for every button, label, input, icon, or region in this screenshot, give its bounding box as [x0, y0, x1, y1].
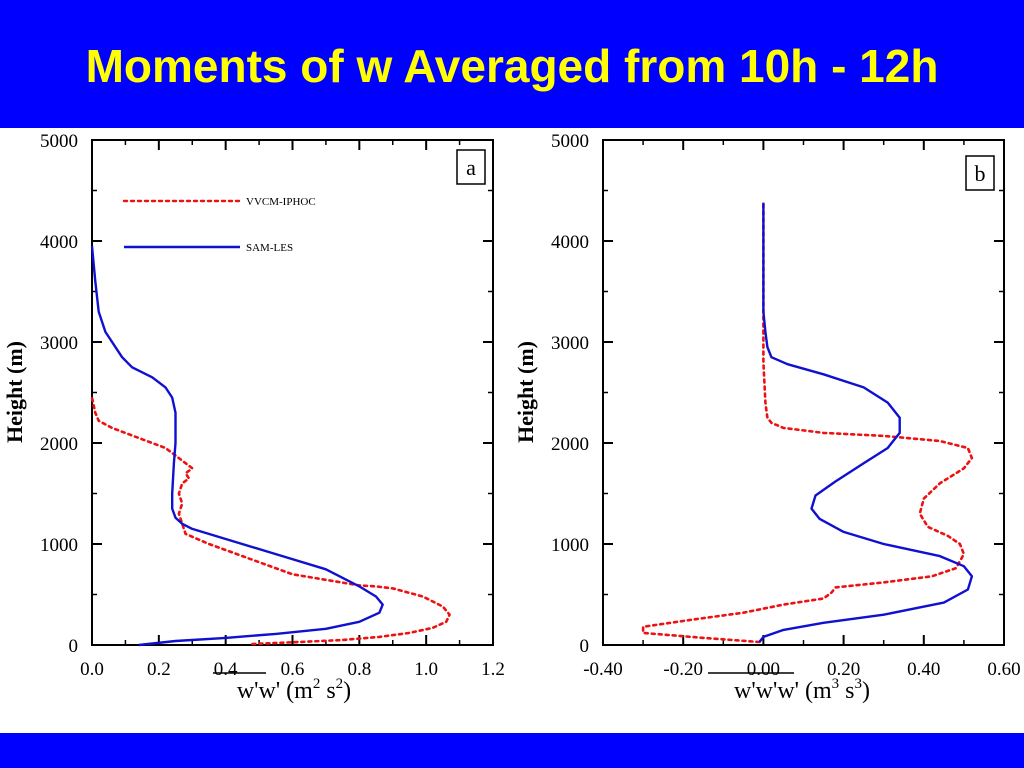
chart-panel-b: -0.40 -0.20 0.00 0.20 0.40 0.60 0 1000 2000 3000 4… — [513, 131, 1021, 704]
y-tick-label: 2000 — [40, 434, 78, 455]
x-axis-unit-exponent: 3 — [832, 676, 840, 692]
y-tick-label: 5000 — [40, 131, 78, 152]
series-line-vvcm-iphoc — [641, 201, 974, 644]
plot-frame — [91, 139, 494, 646]
panel-label: b — [975, 161, 986, 186]
legend-label: SAM-LES — [246, 242, 293, 254]
x-axis-unit-exponent: 2 — [313, 676, 321, 692]
legend-label: VVCM-IPHOC — [246, 196, 316, 208]
x-axis-unit-exponent: 3 — [854, 676, 862, 692]
y-tick-label: 4000 — [551, 232, 589, 253]
y-tick-label: 0 — [580, 636, 590, 657]
footer-band — [0, 733, 1024, 768]
y-axis-title: Height (m) — [2, 341, 27, 443]
x-tick-label: 0.8 — [347, 659, 371, 680]
x-axis-title: w'w'w' (m3 s3) — [734, 676, 870, 704]
x-tick-label: 0.6 — [281, 659, 305, 680]
x-tick-label: 0.4 — [214, 659, 238, 680]
x-tick-label: 0.40 — [907, 659, 940, 680]
y-tick-label: 3000 — [40, 333, 78, 354]
x-axis-unit: ) — [343, 678, 351, 704]
series-line-sam-les — [90, 245, 384, 647]
panel-label-box — [456, 149, 486, 185]
chart-panel-a: 0.0 0.2 0.4 0.6 0.8 1.0 1.2 0 1000 2000 3000 4000 50… — [2, 131, 505, 704]
y-tick-label: 3000 — [551, 333, 589, 354]
y-axis-title: Height (m) — [513, 341, 538, 443]
x-axis-unit: s — [320, 678, 335, 704]
x-axis-unit: s — [839, 678, 854, 704]
series-line-sam-les — [758, 202, 974, 643]
x-tick-label: 1.0 — [414, 659, 438, 680]
panel-label: a — [466, 155, 476, 180]
slide-title: Moments of w Averaged from 10h - 12h — [85, 40, 939, 92]
x-axis-unit: (m — [805, 678, 832, 704]
y-tick-label: 0 — [69, 636, 79, 657]
x-axis-unit-exponent: 2 — [336, 676, 344, 692]
y-tick-label: 1000 — [40, 535, 78, 556]
x-tick-label: -0.20 — [663, 659, 703, 680]
panel-label-box — [965, 155, 995, 191]
plot-frame — [602, 139, 1005, 646]
x-axis-symbol: w'w' — [237, 678, 286, 704]
series-line-vvcm-iphoc — [90, 396, 451, 646]
y-tick-label: 4000 — [40, 232, 78, 253]
x-tick-label: 0.20 — [827, 659, 860, 680]
x-axis-symbol: w'w'w' — [734, 678, 805, 704]
x-axis-title: w'w' (m2 s2) — [237, 676, 351, 704]
y-tick-label: 5000 — [551, 131, 589, 152]
x-tick-label: 1.2 — [481, 659, 505, 680]
x-tick-label: 0.2 — [147, 659, 171, 680]
x-axis-unit: (m — [286, 678, 313, 704]
x-tick-label: 0.60 — [987, 659, 1020, 680]
x-tick-label: -0.40 — [583, 659, 623, 680]
title-band: Moments of w Averaged from 10h - 12h — [0, 0, 1024, 128]
x-axis-unit: ) — [862, 678, 870, 704]
x-tick-label: 0.00 — [747, 659, 780, 680]
y-tick-label: 1000 — [551, 535, 589, 556]
y-tick-label: 2000 — [551, 434, 589, 455]
x-tick-label: 0.0 — [80, 659, 104, 680]
